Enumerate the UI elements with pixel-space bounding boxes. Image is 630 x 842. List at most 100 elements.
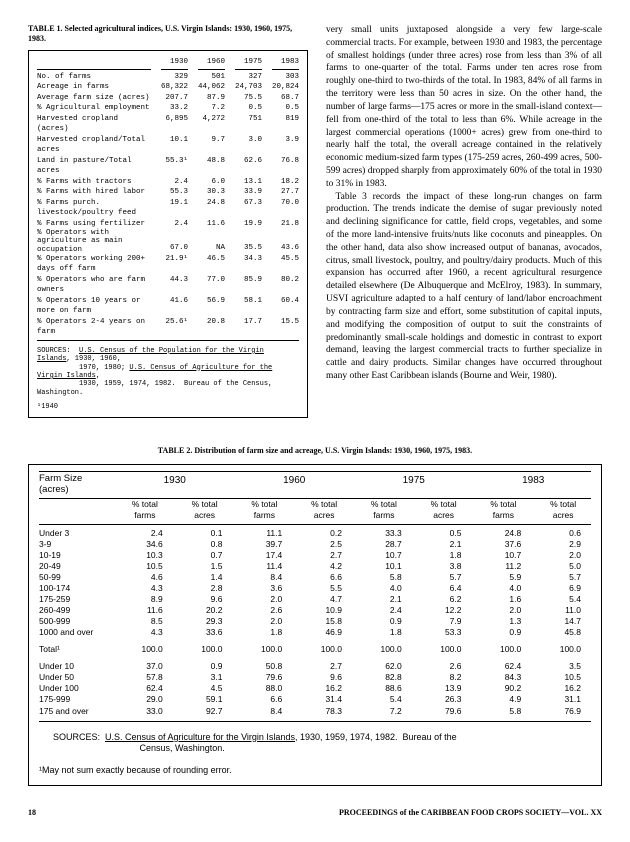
cell: 1.8 xyxy=(356,627,412,638)
row-label: % Operators 2-4 years on farm xyxy=(37,317,151,338)
cell: 0.1 xyxy=(177,528,233,539)
cell: 43.6 xyxy=(272,243,299,254)
cell: 62.6 xyxy=(235,156,262,177)
column-header: % totalfarms xyxy=(117,499,173,522)
cell: 14.7 xyxy=(535,616,591,627)
cell: 2.6 xyxy=(237,605,293,616)
cell: 20.8 xyxy=(198,317,225,338)
cell: 1.8 xyxy=(237,627,293,638)
cell: 0.9 xyxy=(476,627,532,638)
cell: 88.0 xyxy=(237,683,293,694)
row-label: % Farms using fertilizer xyxy=(37,219,151,230)
cell: 68.7 xyxy=(272,93,299,104)
cell: 2.5 xyxy=(296,539,352,550)
cell: 10.7 xyxy=(476,550,532,561)
row-label: % Operators who are farm owners xyxy=(37,275,151,296)
cell: 2.0 xyxy=(237,616,293,627)
cell: 2.1 xyxy=(356,594,412,605)
cell: 34.6 xyxy=(117,539,173,550)
cell: 2.4 xyxy=(117,528,173,539)
cell: 819 xyxy=(272,114,299,135)
cell: 3.6 xyxy=(237,583,293,594)
cell: 4.0 xyxy=(476,583,532,594)
year-header: 1930 xyxy=(161,57,188,70)
cell: 5.4 xyxy=(535,594,591,605)
cell: 3.1 xyxy=(177,672,233,683)
column-header: % totalfarms xyxy=(237,499,293,522)
row-label: Land in pasture/Total acres xyxy=(37,156,151,177)
cell: 1.3 xyxy=(476,616,532,627)
cell: 8.2 xyxy=(416,672,472,683)
cell: 46.5 xyxy=(198,254,225,275)
cell: 16.2 xyxy=(535,683,591,694)
year-header: 1983 xyxy=(476,474,592,496)
cell: 2.0 xyxy=(237,594,293,605)
cell: 9.6 xyxy=(177,594,233,605)
row-label: % Operators with agriculture as main occ… xyxy=(37,229,151,254)
cell: 1.8 xyxy=(416,550,472,561)
cell: 2.4 xyxy=(356,605,412,616)
cell: 44.3 xyxy=(161,275,188,296)
row-label: 175-259 xyxy=(39,594,113,605)
cell: 6.6 xyxy=(296,572,352,583)
cell: 60.4 xyxy=(272,296,299,317)
cell: 11.6 xyxy=(198,219,225,230)
column-header: % totalfarms xyxy=(476,499,532,522)
row-label: % Farms with hired labor xyxy=(37,187,151,198)
cell: 20.2 xyxy=(177,605,233,616)
cell: 67.0 xyxy=(161,243,188,254)
cell: 8.4 xyxy=(237,706,293,717)
cell: 53.3 xyxy=(416,627,472,638)
cell: 0.9 xyxy=(356,616,412,627)
cell: 2.4 xyxy=(161,219,188,230)
cell: 27.7 xyxy=(272,187,299,198)
paragraph: very small units juxtaposed alongside a … xyxy=(326,24,602,191)
row-label: Under 50 xyxy=(39,672,113,683)
cell: 4.2 xyxy=(296,561,352,572)
year-header: 1960 xyxy=(237,474,353,496)
cell: 9.7 xyxy=(198,135,225,156)
cell: 62.4 xyxy=(476,661,532,672)
cell: 80.2 xyxy=(272,275,299,296)
row-label: 3-9 xyxy=(39,539,113,550)
cell: 100.0 xyxy=(476,644,532,655)
cell: 15.8 xyxy=(296,616,352,627)
cell: 2.0 xyxy=(535,550,591,561)
cell: 79.6 xyxy=(416,706,472,717)
cell: 2.4 xyxy=(161,177,188,188)
cell: 29.3 xyxy=(177,616,233,627)
cell: 24.8 xyxy=(198,198,225,219)
body-text: very small units juxtaposed alongside a … xyxy=(326,24,602,418)
cell: 10.5 xyxy=(535,672,591,683)
cell: 4,272 xyxy=(198,114,225,135)
cell: 7.2 xyxy=(198,103,225,114)
cell: 30.3 xyxy=(198,187,225,198)
row-label: Under 100 xyxy=(39,683,113,694)
farm-size-label: (acres) xyxy=(39,484,69,495)
cell: 58.1 xyxy=(235,296,262,317)
cell: 0.2 xyxy=(296,528,352,539)
cell: 6.9 xyxy=(535,583,591,594)
row-label: % Operators working 200+ days off farm xyxy=(37,254,151,275)
cell: NA xyxy=(198,243,225,254)
cell: 33.3 xyxy=(356,528,412,539)
cell: 100.0 xyxy=(356,644,412,655)
column-header: % totalacres xyxy=(535,499,591,522)
cell: 85.9 xyxy=(235,275,262,296)
year-header: 1930 xyxy=(117,474,233,496)
cell: 4.7 xyxy=(296,594,352,605)
cell: 6.0 xyxy=(198,177,225,188)
cell: 4.3 xyxy=(117,583,173,594)
total-label: Total¹ xyxy=(39,644,113,655)
cell: 45.5 xyxy=(272,254,299,275)
cell: 26.3 xyxy=(416,694,472,705)
cell: 39.7 xyxy=(237,539,293,550)
cell: 10.3 xyxy=(117,550,173,561)
table1-footnote: ¹1940 xyxy=(37,403,299,413)
cell: 79.6 xyxy=(237,672,293,683)
cell: 11.2 xyxy=(476,561,532,572)
cell: 4.0 xyxy=(356,583,412,594)
cell: 3.0 xyxy=(235,135,262,156)
cell: 6.4 xyxy=(416,583,472,594)
cell: 3.8 xyxy=(416,561,472,572)
